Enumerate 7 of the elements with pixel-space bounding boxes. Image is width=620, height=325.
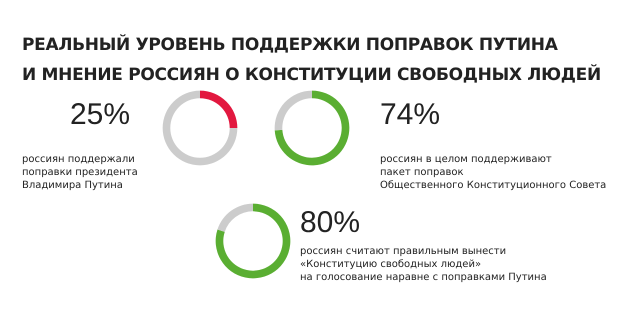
text: россиян поддержали поправки президента Владимира Путина [22,153,138,192]
text: россиян в целом поддерживают пакет поправок Общественного Конституционного Совета [380,153,606,192]
text: 74% [380,98,440,132]
text: 25% [70,98,130,132]
text: РЕАЛЬНЫЙ УРОВЕНЬ ПОДДЕРЖКИ ПОПРАВОК ПУТИНА И МНЕНИЕ РОССИЯН О КОНСТИТУЦИИ СВОБОДНЫХ ЛЮДЕЙ [22,33,601,87]
text: 80% [300,206,360,240]
text: россиян считают правильным вынести «Конституцию свободных людей» на голосование наравне с поправками Путина [300,245,547,284]
